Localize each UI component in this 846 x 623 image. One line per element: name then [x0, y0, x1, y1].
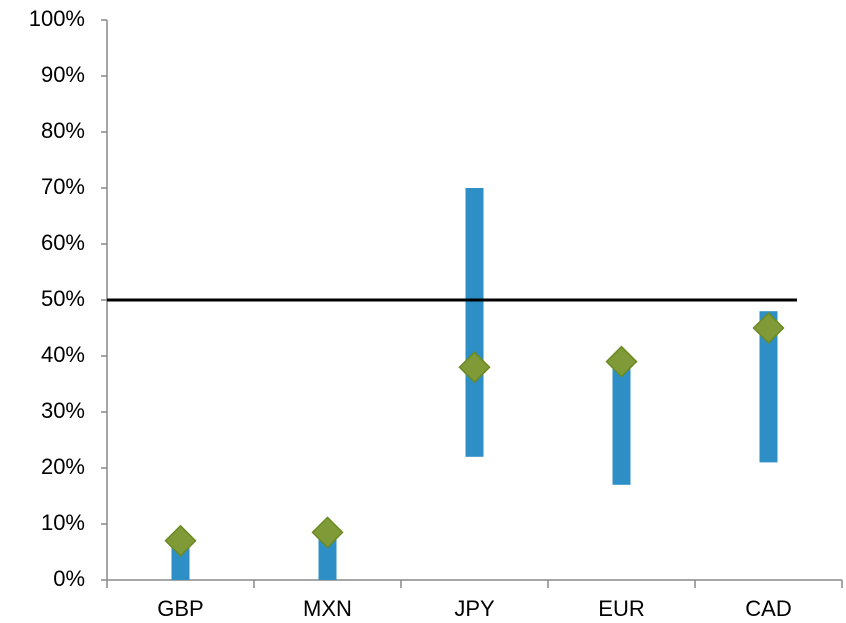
range-bar — [465, 188, 484, 457]
y-tick-label: 90% — [41, 62, 85, 87]
marker — [752, 311, 785, 345]
marker — [164, 524, 197, 557]
marker — [458, 351, 491, 384]
x-tick-label: JPY — [454, 596, 495, 621]
y-tick-label: 50% — [41, 286, 85, 311]
x-tick-label: GBP — [157, 596, 203, 621]
y-tick-label: 60% — [41, 230, 85, 255]
y-tick-label: 100% — [29, 6, 85, 31]
range-bar — [759, 311, 778, 463]
y-tick-label: 0% — [53, 566, 85, 591]
x-tick-label: CAD — [745, 596, 791, 621]
marker — [605, 345, 638, 378]
y-tick-label: 20% — [41, 454, 85, 479]
y-tick-label: 10% — [41, 510, 85, 535]
y-tick-label: 80% — [41, 118, 85, 143]
range-bar — [612, 361, 631, 485]
range-bar — [318, 532, 337, 580]
marker — [311, 516, 344, 549]
x-tick-label: EUR — [598, 596, 644, 621]
y-tick-label: 30% — [41, 398, 85, 423]
y-tick-label: 40% — [41, 342, 85, 367]
y-tick-label: 70% — [41, 174, 85, 199]
x-tick-label: MXN — [303, 596, 352, 621]
